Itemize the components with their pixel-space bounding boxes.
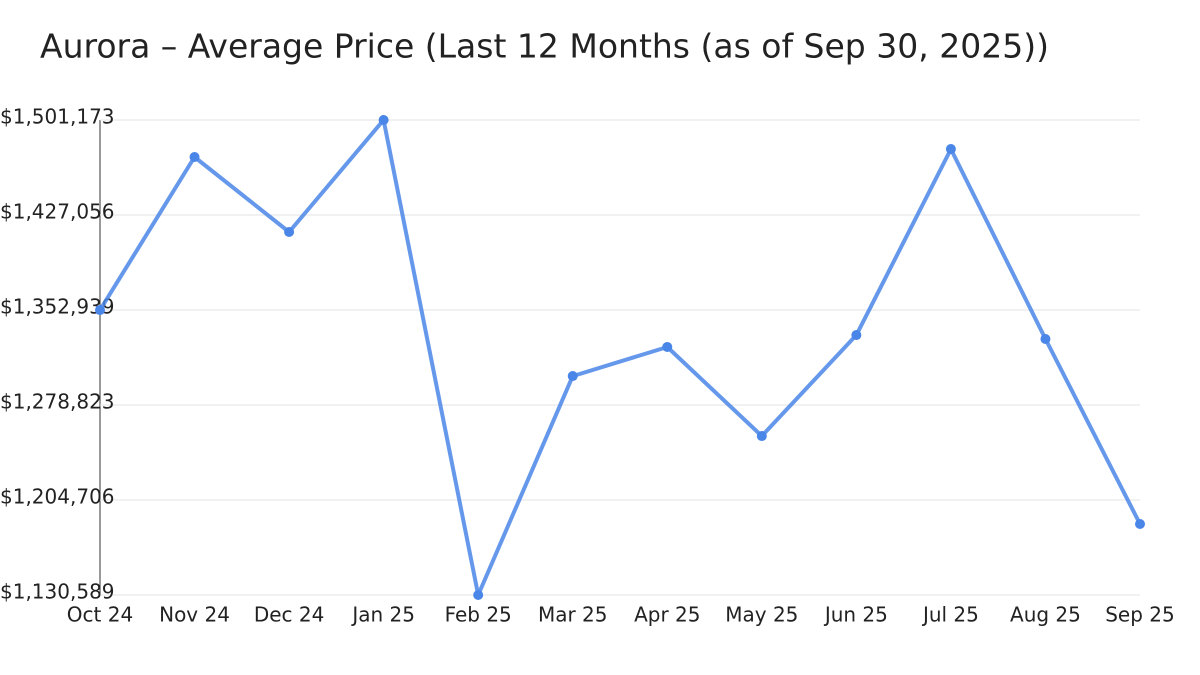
data-point: [567, 371, 578, 382]
data-point: [945, 144, 956, 155]
data-point: [851, 330, 862, 341]
data-point: [756, 431, 767, 442]
x-tick-label: May 25: [725, 603, 798, 627]
x-tick-label: Feb 25: [445, 603, 512, 627]
y-tick-label: $1,204,706: [0, 484, 115, 508]
x-tick-label: Mar 25: [538, 603, 608, 627]
data-point: [95, 305, 105, 316]
x-tick-label: Sep 25: [1105, 603, 1175, 627]
data-point: [1135, 518, 1145, 529]
data-point: [1040, 334, 1051, 345]
x-tick-label: Apr 25: [634, 603, 700, 627]
x-tick-label: Jul 25: [921, 603, 979, 627]
data-point: [662, 341, 673, 352]
data-point: [378, 115, 389, 125]
x-tick-label: Jun 25: [823, 603, 888, 627]
data-line: [98, 118, 1142, 597]
y-tick-label: $1,352,939: [0, 295, 115, 319]
x-tick-label: Oct 24: [67, 603, 133, 627]
x-tick-label: Aug 25: [1010, 603, 1081, 627]
chart-title: Aurora – Average Price (Last 12 Months (…: [40, 27, 1049, 66]
y-tick-label: $1,130,589: [0, 580, 115, 604]
x-tick-label: Dec 24: [254, 603, 325, 627]
y-tick-label: $1,278,823: [0, 389, 115, 413]
data-point: [284, 226, 295, 237]
x-tick-label: Jan 25: [350, 603, 415, 627]
data-point: [189, 152, 200, 163]
x-tick-label: Nov 24: [159, 603, 230, 627]
data-point: [473, 590, 484, 600]
y-tick-label: $1,501,173: [0, 105, 115, 129]
y-tick-label: $1,427,056: [0, 200, 115, 224]
